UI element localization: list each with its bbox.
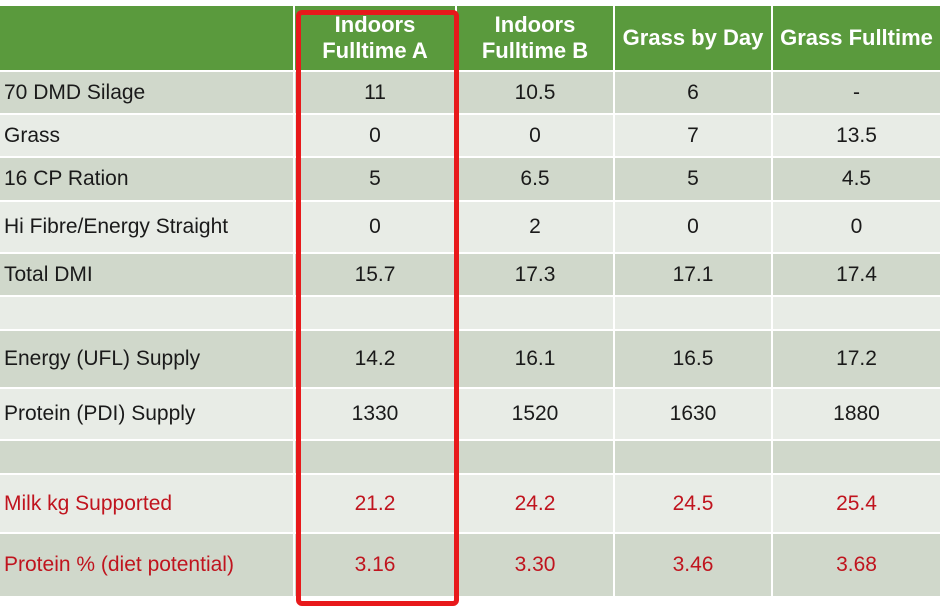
table-cell: 25.4	[773, 475, 940, 534]
row-label: Energy (UFL) Supply	[0, 331, 295, 389]
table-cell: 4.5	[773, 158, 940, 202]
table-cell: 13.5	[773, 115, 940, 158]
table-cell: 1630	[615, 389, 773, 441]
table-row: Total DMI 15.7 17.3 17.1 17.4	[0, 254, 940, 297]
table-cell: 1520	[457, 389, 615, 441]
table-row: Protein (PDI) Supply 1330 1520 1630 1880	[0, 389, 940, 441]
table-cell: 17.2	[773, 331, 940, 389]
table-cell	[615, 441, 773, 475]
table-cell	[615, 297, 773, 331]
table-cell: 0	[615, 202, 773, 254]
header-indoors-fulltime-a: Indoors Fulltime A	[295, 6, 457, 72]
feed-comparison-table: Indoors Fulltime A Indoors Fulltime B Gr…	[0, 6, 940, 598]
table-row: Milk kg Supported 21.2 24.2 24.5 25.4	[0, 475, 940, 534]
table-cell: 1330	[295, 389, 457, 441]
table-cell: 6	[615, 72, 773, 115]
table-cell	[457, 297, 615, 331]
table-cell: -	[773, 72, 940, 115]
table-row: Protein % (diet potential) 3.16 3.30 3.4…	[0, 534, 940, 598]
table-cell: 3.46	[615, 534, 773, 598]
row-label: Grass	[0, 115, 295, 158]
table-row: 70 DMD Silage 11 10.5 6 -	[0, 72, 940, 115]
header-corner	[0, 6, 295, 72]
table-cell: 5	[615, 158, 773, 202]
row-label	[0, 297, 295, 331]
table-cell: 16.1	[457, 331, 615, 389]
table-cell: 17.1	[615, 254, 773, 297]
row-label: Hi Fibre/Energy Straight	[0, 202, 295, 254]
table-cell: 16.5	[615, 331, 773, 389]
table-cell	[773, 441, 940, 475]
spacer-row	[0, 297, 940, 331]
table-cell: 24.2	[457, 475, 615, 534]
table-cell	[773, 297, 940, 331]
row-label: Protein (PDI) Supply	[0, 389, 295, 441]
row-label: Total DMI	[0, 254, 295, 297]
header-row: Indoors Fulltime A Indoors Fulltime B Gr…	[0, 6, 940, 72]
table-cell	[457, 441, 615, 475]
header-indoors-fulltime-b: Indoors Fulltime B	[457, 6, 615, 72]
header-grass-fulltime: Grass Fulltime	[773, 6, 940, 72]
row-label: Milk kg Supported	[0, 475, 295, 534]
table-cell: 5	[295, 158, 457, 202]
row-label	[0, 441, 295, 475]
table-cell: 21.2	[295, 475, 457, 534]
table-cell: 11	[295, 72, 457, 115]
table-cell	[295, 297, 457, 331]
table-cell: 0	[295, 115, 457, 158]
table-row: Hi Fibre/Energy Straight 0 2 0 0	[0, 202, 940, 254]
table-cell: 2	[457, 202, 615, 254]
table-cell: 3.30	[457, 534, 615, 598]
table-cell	[295, 441, 457, 475]
row-label: Protein % (diet potential)	[0, 534, 295, 598]
table-cell: 10.5	[457, 72, 615, 115]
table-cell: 0	[295, 202, 457, 254]
row-label: 70 DMD Silage	[0, 72, 295, 115]
table-cell: 14.2	[295, 331, 457, 389]
table-cell: 3.68	[773, 534, 940, 598]
row-label: 16 CP Ration	[0, 158, 295, 202]
table-cell: 17.3	[457, 254, 615, 297]
header-grass-by-day: Grass by Day	[615, 6, 773, 72]
table-cell: 3.16	[295, 534, 457, 598]
table-cell: 24.5	[615, 475, 773, 534]
table-row: Grass 0 0 7 13.5	[0, 115, 940, 158]
table-row: 16 CP Ration 5 6.5 5 4.5	[0, 158, 940, 202]
table-cell: 17.4	[773, 254, 940, 297]
feed-comparison-table-wrapper: Indoors Fulltime A Indoors Fulltime B Gr…	[0, 6, 940, 598]
table-cell: 15.7	[295, 254, 457, 297]
table-cell: 0	[773, 202, 940, 254]
table-cell: 7	[615, 115, 773, 158]
table-cell: 6.5	[457, 158, 615, 202]
table-cell: 1880	[773, 389, 940, 441]
table-cell: 0	[457, 115, 615, 158]
table-row: Energy (UFL) Supply 14.2 16.1 16.5 17.2	[0, 331, 940, 389]
spacer-row	[0, 441, 940, 475]
